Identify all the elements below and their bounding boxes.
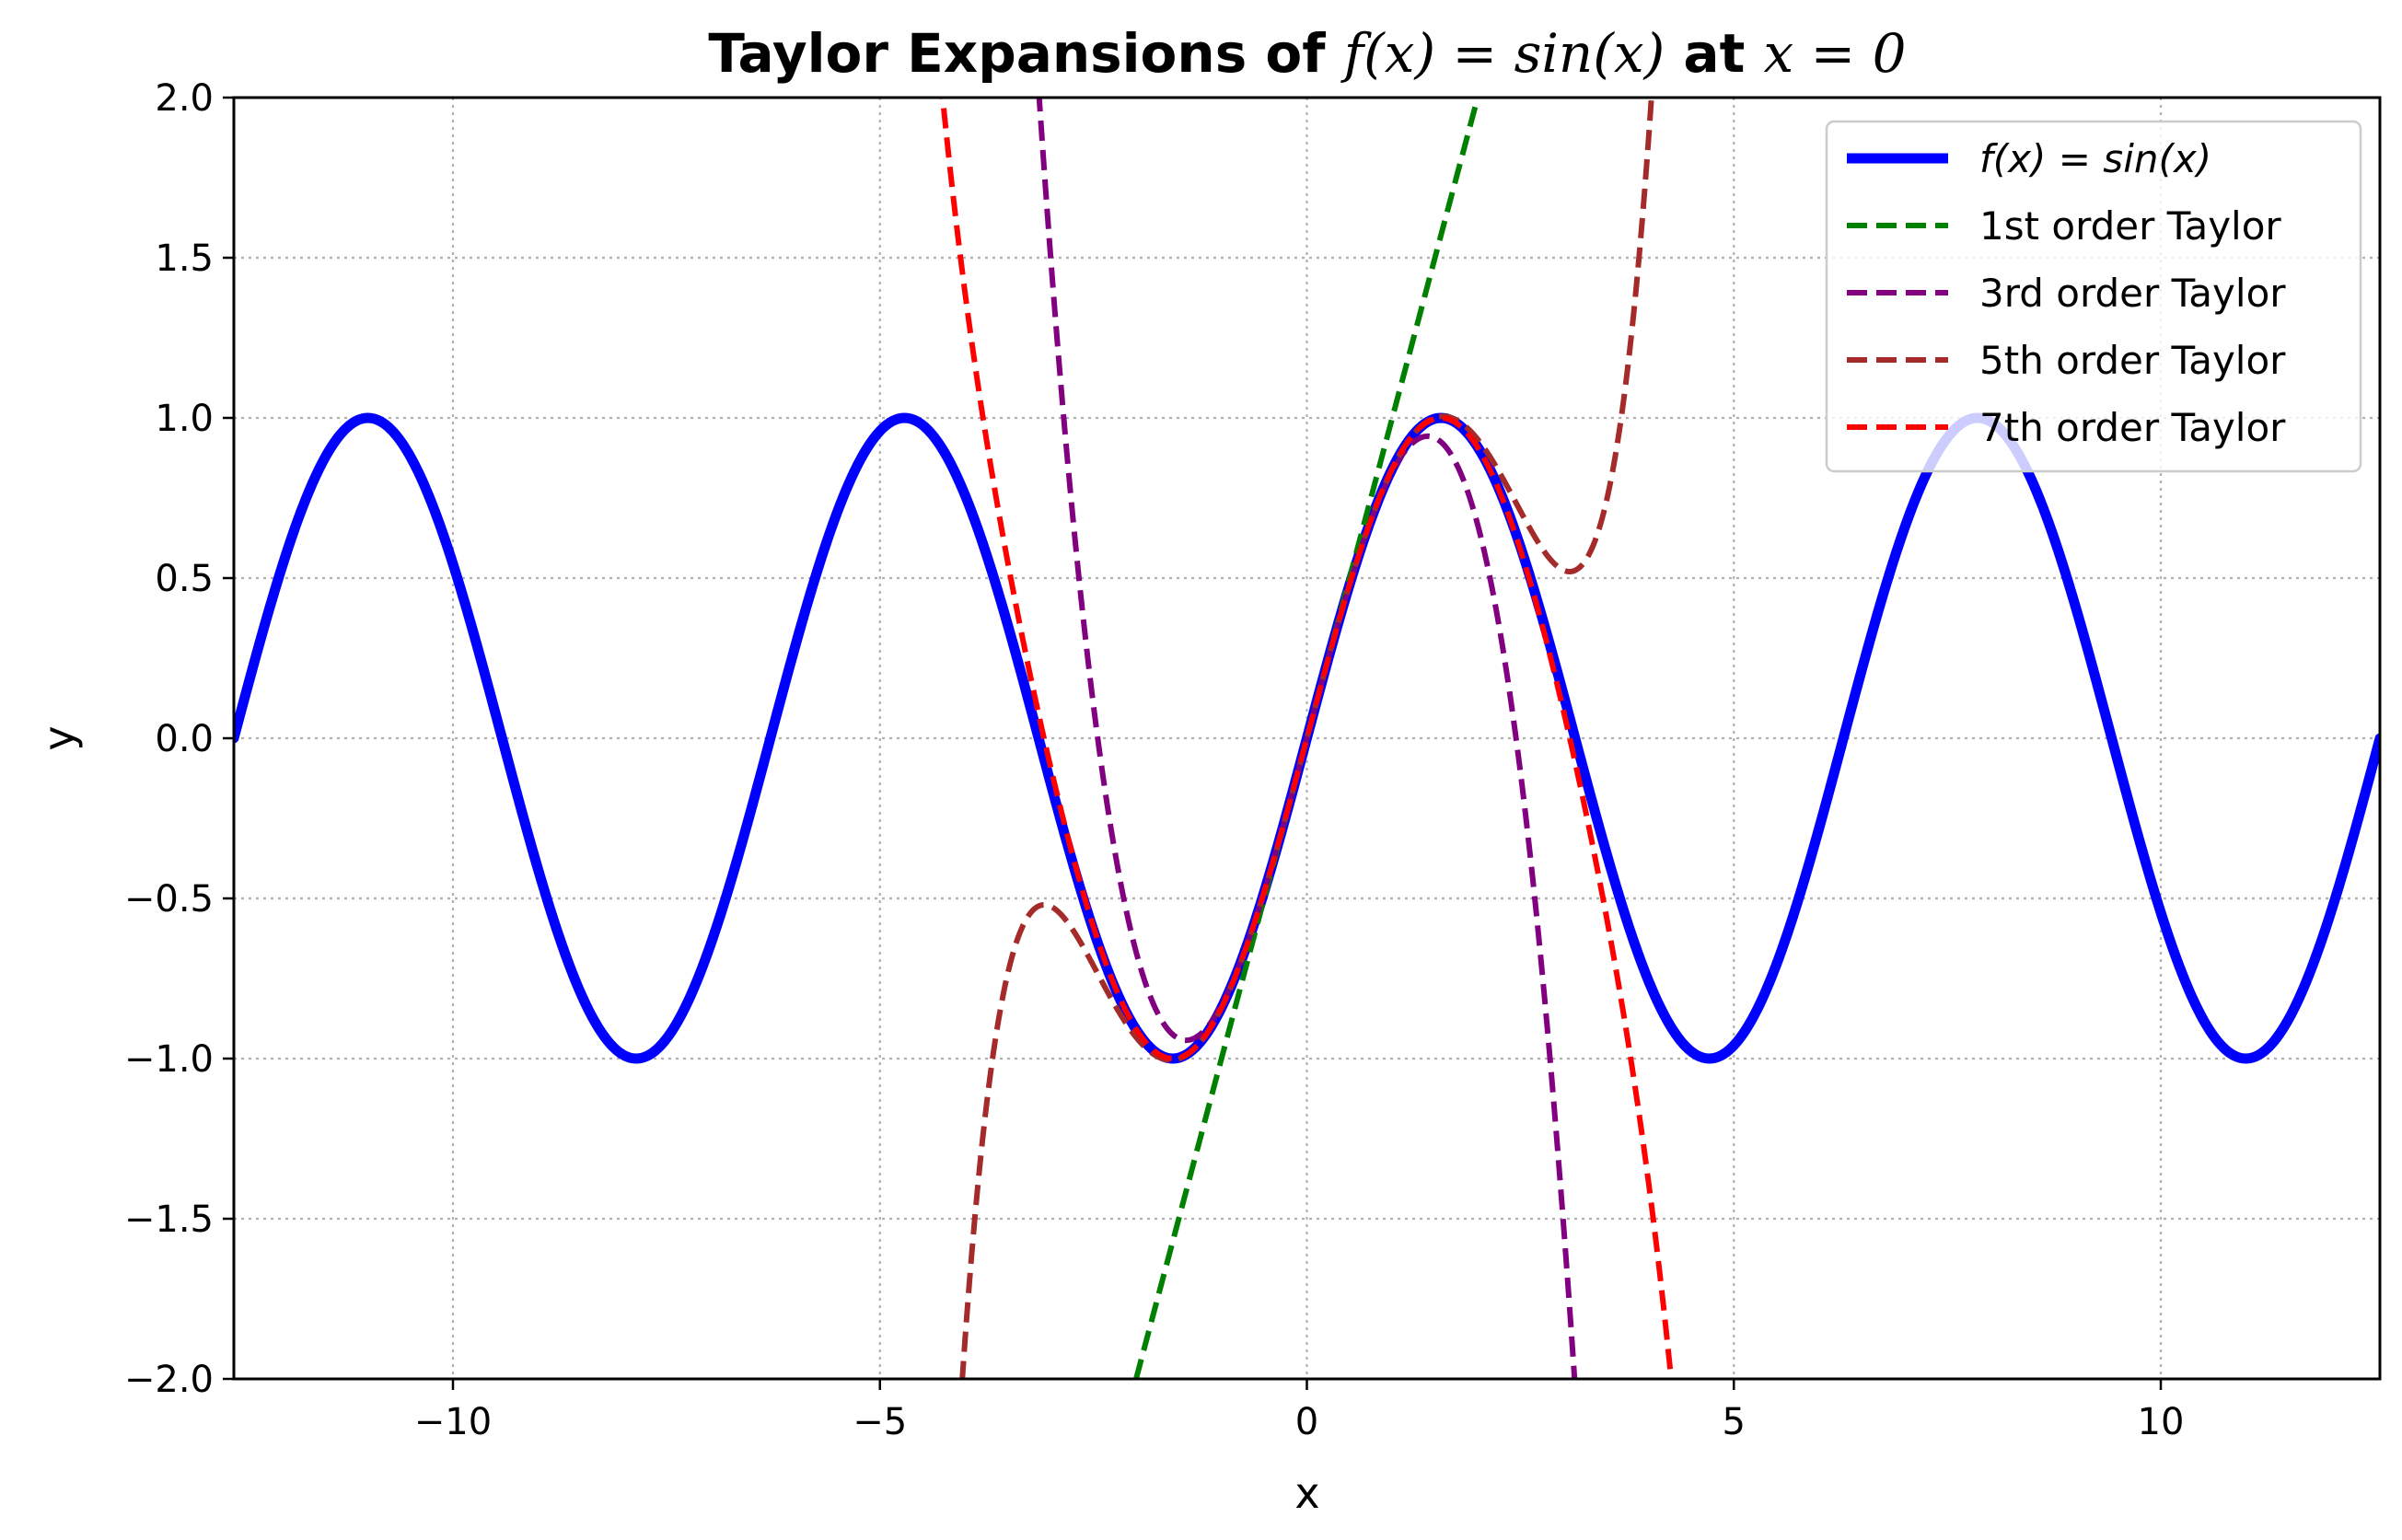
x-axis-label: x: [1294, 1468, 1319, 1518]
y-tick-label: −1.0: [124, 1038, 214, 1081]
x-tick-label: −10: [414, 1401, 492, 1443]
legend-label: f(x) = sin(x): [1979, 136, 2211, 181]
title-point: x = 0: [1763, 22, 1906, 85]
title-function: f(x) = sin(x): [1340, 22, 1665, 85]
series-line-3: [959, 98, 1654, 1379]
y-tick-label: 2.0: [155, 77, 214, 120]
y-tick-label: −0.5: [124, 878, 214, 921]
title-prefix: Taylor Expansions of: [708, 22, 1343, 85]
legend: f(x) = sin(x) 1st order Taylor 3rd order T…: [1825, 120, 2362, 473]
legend-box: [1825, 120, 2362, 473]
x-tick-label: 5: [1723, 1401, 1746, 1443]
y-tick-label: 1.0: [155, 398, 214, 440]
series-line-4: [939, 98, 1675, 1379]
y-tick-label: −1.5: [124, 1198, 214, 1241]
legend-label: 7th order Taylor: [1979, 405, 2286, 450]
chart-title: Taylor Expansions of f(x) = sin(x) at x …: [708, 22, 1906, 85]
legend-label: 1st order Taylor: [1979, 203, 2281, 249]
y-tick-label: −2.0: [124, 1359, 214, 1401]
legend-items: f(x) = sin(x) 1st order Taylor 3rd order T…: [1847, 136, 2286, 450]
x-tick-label: 10: [2138, 1401, 2185, 1443]
axis-ticks: −10 −5 0 5 10 2.0 1.5 1.0 0.5 0.0 −0.5 −1.0 −1.5 −2.0: [124, 77, 2185, 1443]
series-line-2: [1036, 98, 1578, 1379]
legend-label: 5th order Taylor: [1979, 338, 2286, 383]
y-tick-label: 1.5: [155, 237, 214, 280]
legend-label: 3rd order Taylor: [1979, 271, 2286, 316]
x-tick-label: −5: [853, 1401, 907, 1443]
y-tick-label: 0.5: [155, 558, 214, 600]
title-middle: at: [1665, 22, 1763, 85]
x-tick-label: 0: [1295, 1401, 1318, 1443]
y-tick-label: 0.0: [155, 718, 214, 760]
y-axis-label: y: [34, 725, 84, 750]
